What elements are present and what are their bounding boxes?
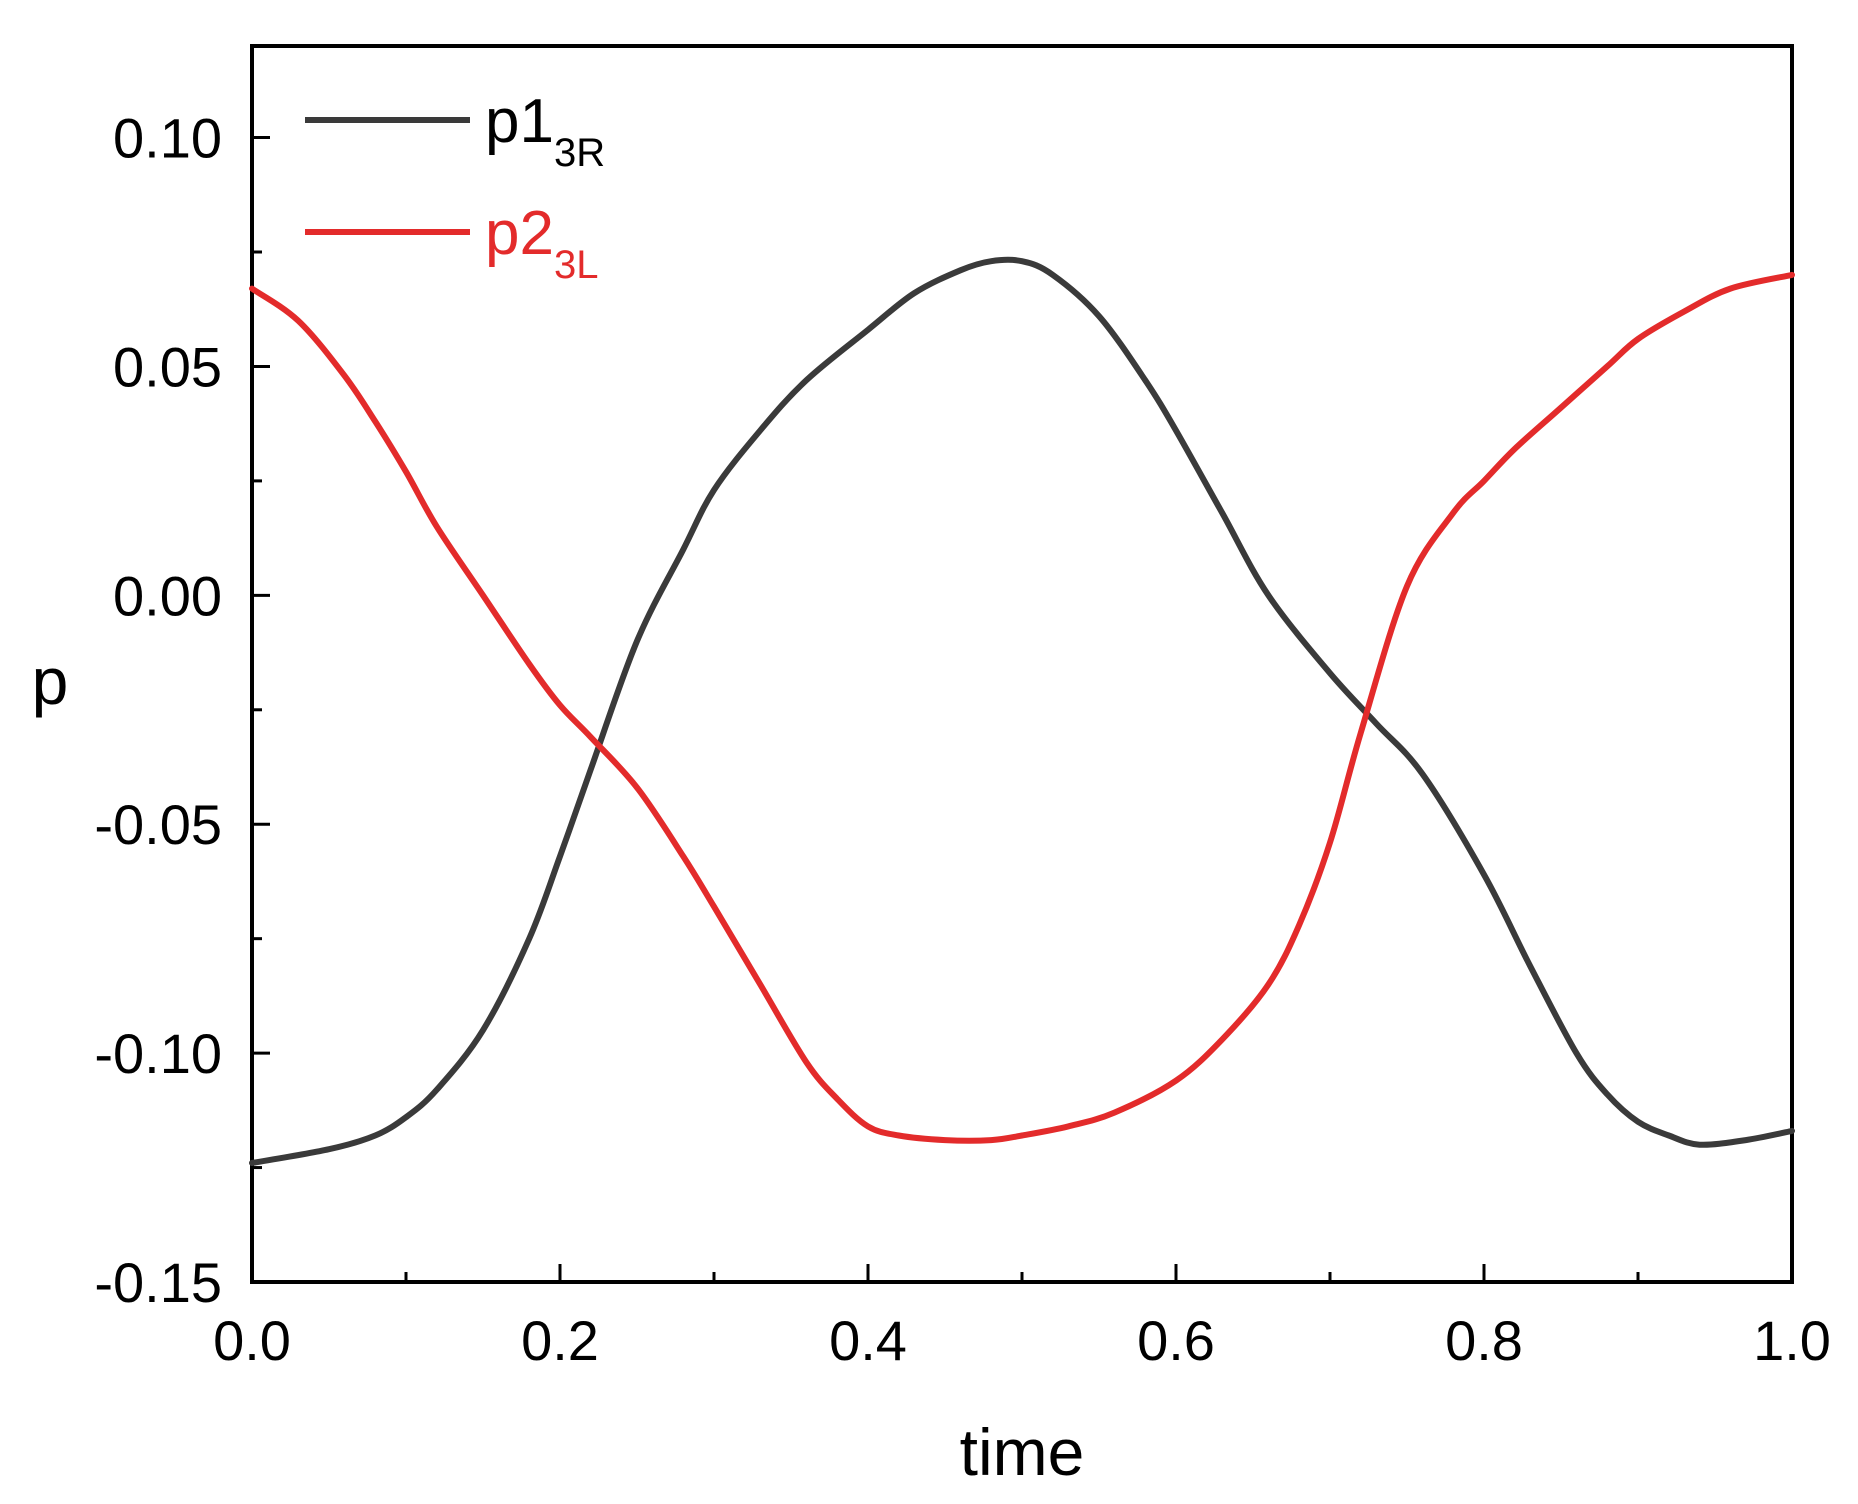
y-tick-label: 0.10 (113, 107, 222, 170)
x-tick-label: 0.4 (829, 1309, 907, 1372)
legend-label-p1: p13R (485, 87, 605, 175)
x-tick-label: 0.0 (213, 1309, 291, 1372)
y-tick-label: 0.00 (113, 564, 222, 627)
x-tick-label: 0.8 (1445, 1309, 1523, 1372)
series-line-p2-3L (249, 271, 1795, 1144)
y-axis-title: p (32, 644, 69, 718)
y-tick-label: -0.05 (94, 793, 222, 856)
x-tick-label: 0.2 (521, 1309, 599, 1372)
x-tick-label: 1.0 (1753, 1309, 1831, 1372)
axis-ticks (250, 136, 1794, 1284)
x-tick-label: 0.6 (1137, 1309, 1215, 1372)
legend-label-p2: p23L (485, 199, 598, 287)
series-layer (249, 256, 1795, 1166)
legend: p13R p23L (305, 87, 605, 287)
y-tick-label: -0.15 (94, 1251, 222, 1314)
y-tick-label: 0.05 (113, 335, 222, 398)
series-line-p1-3R (249, 256, 1795, 1166)
tick-labels: 0.0 0.2 0.4 0.6 0.8 1.0 -0.15 -0.10 -0.05 0.00 0.0… (94, 107, 1831, 1372)
x-axis-title: time (960, 1415, 1085, 1489)
y-tick-label: -0.10 (94, 1022, 222, 1085)
plot-frame (250, 44, 1794, 1284)
